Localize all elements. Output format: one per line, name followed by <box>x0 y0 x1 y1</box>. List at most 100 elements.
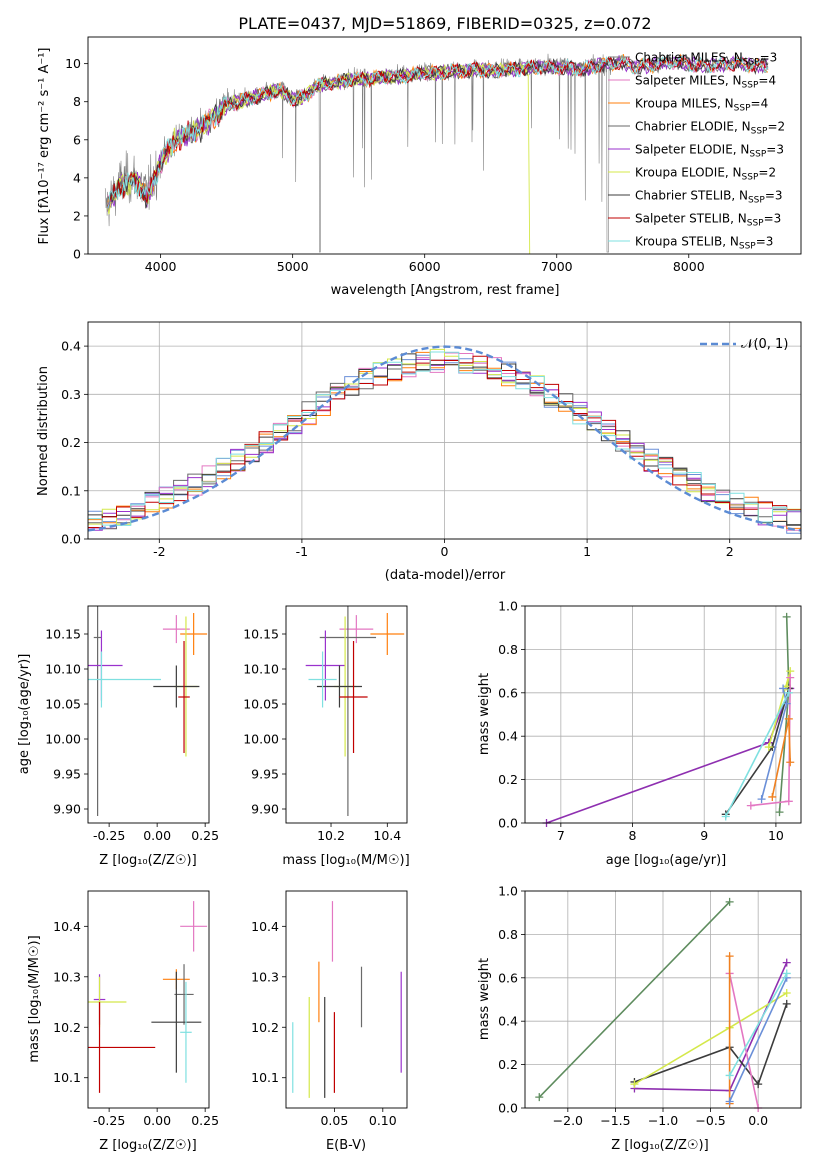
x-tick-label: 9 <box>700 828 708 843</box>
legend-label: Kroupa MILES, NSSP=4 <box>635 97 768 114</box>
axes-frame <box>285 890 408 1109</box>
x-tick-label: 10.4 <box>373 828 401 843</box>
y-tick-label: 10.2 <box>53 1020 81 1035</box>
weight-marker <box>725 952 734 961</box>
x-tick-label: -0.25 <box>93 828 125 843</box>
y-tick-label: 0.2 <box>498 1057 518 1072</box>
legend-subscript: SSP <box>743 58 760 68</box>
x-tick-label: 5000 <box>277 259 309 274</box>
weight-line-3 <box>634 1003 788 1086</box>
legend-label: Chabrier MILES, NSSP=3 <box>635 51 777 68</box>
weight-marker <box>725 897 734 906</box>
age-vs-Z-panel: -0.25 0.00 0.25 9.90 9.95 10.00 10.05 10.10 10.1… <box>45 605 219 843</box>
x-tick-label: 8000 <box>673 259 705 274</box>
y-tick-label: 0.4 <box>498 1014 518 1029</box>
x-tick-label: -1 <box>296 544 308 559</box>
axes-frame <box>524 890 802 1109</box>
y-tick-label: 10.00 <box>45 732 81 747</box>
legend-subscript: SSP <box>739 242 756 252</box>
x-tick-label: 0.25 <box>191 1113 219 1128</box>
legend-value: =3 <box>764 212 782 226</box>
weight-marker <box>757 795 766 804</box>
legend-value: =3 <box>760 51 778 65</box>
weight-line-7 <box>728 977 788 1102</box>
x-tick-label: 6000 <box>409 259 441 274</box>
y-tick-label: 9.95 <box>53 767 81 782</box>
y-tick-label: 0.1 <box>61 483 81 498</box>
y-tick-label: 10.05 <box>243 697 279 712</box>
axes-frame <box>285 605 408 824</box>
axes-frame <box>524 605 802 824</box>
weight-marker <box>535 1093 544 1102</box>
legend-value: =3 <box>765 189 783 203</box>
x-tick-label: −1.0 <box>648 1113 678 1128</box>
weight-marker <box>786 758 795 767</box>
y-tick-label: 10.15 <box>243 627 279 642</box>
y-tick-label: 0.4 <box>498 729 518 744</box>
x-tick-label: 10 <box>768 828 784 843</box>
x-tick-label: -0.25 <box>93 1113 125 1128</box>
weight-line-2 <box>546 688 791 824</box>
y-tick-label: 1.0 <box>498 884 518 899</box>
y-tick-label: 10.00 <box>243 732 279 747</box>
spectrum-panel: 4000 5000 6000 7000 8000 0 2 4 6 8 10 <box>65 36 802 274</box>
residuals-panel-marks <box>88 345 801 535</box>
massweight-vs-Z-panel-marks <box>535 897 791 1112</box>
weight-marker <box>782 612 791 621</box>
y-tick-label: 10.4 <box>53 919 81 934</box>
y-tick-label: 8 <box>73 94 81 109</box>
y-tick-label: 10.15 <box>45 627 81 642</box>
weight-marker <box>721 812 730 821</box>
massweight-vs-age-panel-marks <box>542 612 795 827</box>
y-axis-label: mass [log₁₀(M/M☉)] <box>27 935 42 1062</box>
residuals-panel: -2 -1 0 1 2 0.0 0.1 0.2 0.3 0.4 <box>61 321 802 559</box>
x-tick-label: 0.00 <box>143 828 171 843</box>
y-tick-label: 9.90 <box>251 802 279 817</box>
weight-marker <box>746 801 755 810</box>
x-tick-label: 10.2 <box>317 828 345 843</box>
x-tick-label: 0.0 <box>748 1113 768 1128</box>
model-line-9 <box>107 54 769 209</box>
weight-line-8 <box>724 692 790 817</box>
weight-marker <box>784 688 793 697</box>
weight-marker <box>786 673 795 682</box>
normal-curve <box>88 345 801 532</box>
legend-label: Salpeter MILES, NSSP=4 <box>635 74 776 91</box>
x-tick-label: 0.05 <box>320 1113 348 1128</box>
x-tick-label: 2 <box>726 544 734 559</box>
y-tick-label: 10.3 <box>53 969 81 984</box>
x-axis-label: Z [log₁₀(Z/Z☉)] <box>99 1138 196 1153</box>
x-tick-label: 0.25 <box>191 828 219 843</box>
y-tick-label: 4 <box>73 170 81 185</box>
y-tick-label: 0 <box>73 247 81 262</box>
massweight-vs-age-panel: 7 8 9 10 0.0 0.2 0.4 0.6 0.8 1.0 <box>498 599 802 843</box>
legend-value: =3 <box>756 235 774 249</box>
weight-marker <box>779 684 788 693</box>
y-tick-label: 10.2 <box>251 1020 279 1035</box>
axes-frame <box>87 890 210 1109</box>
y-tick-label: 0.2 <box>498 772 518 787</box>
weight-marker <box>782 988 791 997</box>
weight-line-5 <box>728 973 759 1109</box>
y-tick-label: 0.8 <box>498 642 518 657</box>
y-tick-label: 0.0 <box>498 816 518 831</box>
x-tick-label: 1 <box>583 544 591 559</box>
x-axis-label: E(B-V) <box>326 1138 366 1153</box>
legend-subscript: SSP <box>749 150 766 160</box>
y-axis-label: Flux [fλ10⁻¹⁷ erg cm⁻² s⁻¹ A⁻¹] <box>37 48 52 245</box>
x-tick-label: −2.0 <box>553 1113 583 1128</box>
weight-marker <box>754 1080 763 1089</box>
x-axis-label: mass [log₁₀(M/M☉)] <box>282 853 409 868</box>
chart-title: PLATE=0437, MJD=51869, FIBERID=0325, z=0… <box>238 14 651 33</box>
legend-label: Kroupa STELIB, NSSP=3 <box>635 235 773 252</box>
y-tick-label: 10.1 <box>53 1070 81 1085</box>
x-tick-label: 0.00 <box>143 1113 171 1128</box>
legend-label: Salpeter STELIB, NSSP=3 <box>635 212 781 229</box>
weight-marker <box>784 797 793 806</box>
age-vs-mass-panel: 10.2 10.4 9.90 9.95 10.00 10.05 10.10 10.15 <box>243 605 408 843</box>
weight-marker <box>775 808 784 817</box>
age-vs-Z-panel-marks <box>88 606 208 816</box>
errorbars <box>88 606 208 816</box>
data-spectrum-line <box>104 53 613 253</box>
y-tick-label: 0.8 <box>498 927 518 942</box>
